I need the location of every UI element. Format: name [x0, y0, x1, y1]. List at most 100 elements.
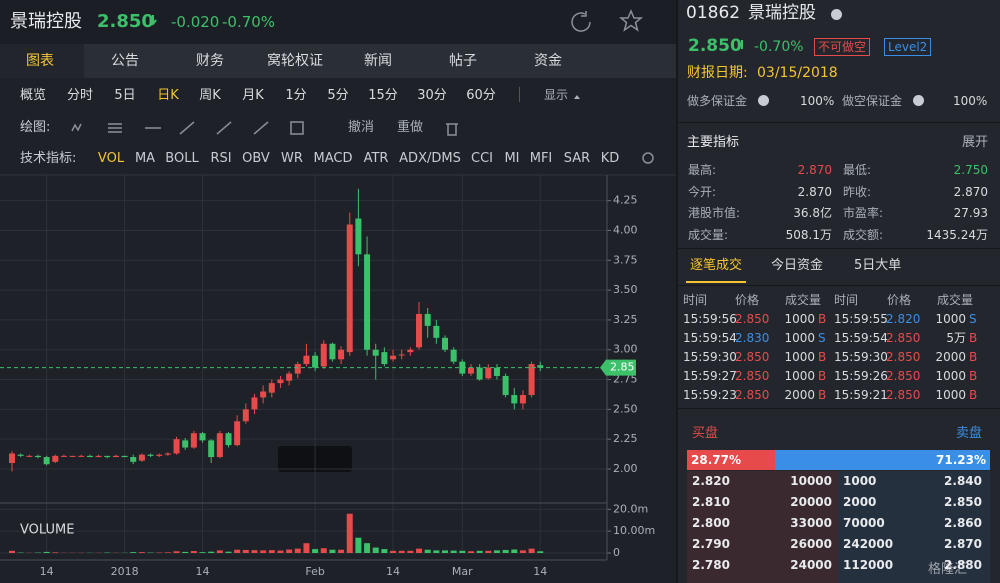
tab-underline	[686, 281, 746, 283]
metric-label: 最低:	[843, 163, 872, 177]
tab[interactable]: 图表	[26, 53, 54, 69]
period[interactable]: 月K	[242, 88, 264, 103]
candle-body	[355, 218, 362, 255]
trade-volume: 1000	[935, 369, 966, 383]
volume-bar	[190, 551, 197, 553]
change-pct: -0.70%	[754, 39, 804, 55]
volume-bar	[294, 548, 301, 553]
period[interactable]: 1分	[285, 88, 307, 103]
x-tick-label: 14	[386, 565, 400, 578]
indicator[interactable]: MI	[504, 151, 520, 166]
redo[interactable]: 重做	[397, 120, 424, 135]
trade-tab[interactable]: 5日大单	[854, 258, 902, 273]
indicator[interactable]: ATR	[363, 151, 389, 166]
period[interactable]: 30分	[417, 88, 447, 103]
y-label: 3.75	[613, 253, 638, 266]
indicator[interactable]: OBV	[242, 151, 270, 166]
star-icon[interactable]	[618, 9, 644, 32]
trade-tab[interactable]: 逐笔成交	[690, 258, 743, 273]
draw-label: 绘图:	[20, 120, 51, 135]
volume-bar	[537, 551, 544, 553]
volume-bar	[268, 550, 275, 553]
volume-bar	[407, 550, 414, 553]
indicator[interactable]: VOL	[97, 151, 125, 166]
period[interactable]: 分时	[66, 88, 94, 103]
trade-time: 15:59:56	[683, 312, 737, 326]
period[interactable]: 60分	[466, 88, 496, 103]
undo[interactable]: 撤消	[348, 120, 375, 135]
candle-body	[528, 364, 535, 396]
period[interactable]: 5分	[327, 88, 349, 103]
separator	[678, 122, 1000, 123]
indicator[interactable]: MFI	[529, 151, 553, 166]
tab[interactable]: 财务	[196, 53, 224, 69]
bid-price: 2.800	[692, 516, 730, 530]
indicator[interactable]: BOLL	[165, 151, 199, 166]
separator	[678, 285, 1000, 286]
metric-label: 成交额:	[843, 227, 884, 242]
candle-body	[286, 373, 293, 381]
trade-side: B	[969, 369, 978, 383]
last-price-label: 2.85	[610, 361, 635, 374]
trade-price: 2.850	[735, 369, 770, 383]
indicator[interactable]: MA	[134, 151, 156, 166]
candle-body	[407, 349, 414, 353]
volume-bar	[519, 550, 526, 553]
period[interactable]: 5日	[114, 88, 136, 103]
tab[interactable]: 资金	[534, 53, 562, 69]
candle-body	[9, 453, 15, 464]
ask-label: 卖盘	[955, 426, 982, 441]
period[interactable]: 日K	[157, 88, 179, 103]
candle-body	[364, 254, 371, 350]
trade-tab[interactable]: 今日资金	[771, 258, 824, 273]
indicator[interactable]: SAR	[563, 151, 591, 166]
metric-value: 2.870	[797, 184, 832, 199]
draw-icons[interactable]	[71, 121, 458, 136]
indicator[interactable]: KD	[600, 151, 620, 166]
period[interactable]: 周K	[199, 88, 221, 103]
trade-header: 时间	[834, 293, 859, 307]
period[interactable]: 概览	[19, 88, 47, 103]
tab[interactable]: 帖子	[449, 53, 477, 69]
caret	[574, 95, 580, 99]
expand[interactable]: 展开	[962, 135, 989, 150]
indicator[interactable]: WR	[281, 151, 303, 166]
period[interactable]: 15分	[368, 88, 398, 103]
tab[interactable]: 公告	[111, 53, 139, 69]
candle-body	[182, 440, 189, 448]
trade-header: 价格	[887, 293, 912, 307]
trade-time: 15:59:54	[834, 331, 888, 345]
volume-label: VOLUME	[20, 523, 74, 538]
help-icon	[831, 9, 842, 20]
display-toggle[interactable]: 显示	[544, 88, 569, 102]
candle-body	[320, 343, 327, 367]
y-label: 2.50	[613, 402, 638, 415]
tab[interactable]: 新闻	[364, 53, 392, 69]
candle-body	[95, 455, 102, 458]
candle-body	[424, 313, 431, 326]
metric-label: 成交量:	[688, 227, 729, 242]
candle-body	[69, 455, 76, 457]
candle-body	[199, 433, 206, 441]
candle-body	[329, 343, 336, 360]
indicator[interactable]: MACD	[313, 151, 353, 166]
trade-volume: 1000	[784, 369, 815, 383]
volume-bar	[173, 551, 180, 553]
candle-body	[433, 325, 440, 338]
candle-body	[268, 383, 275, 393]
trade-volume: 1000	[784, 312, 815, 326]
indicator[interactable]: RSI	[210, 151, 232, 166]
trade-side: B	[818, 312, 827, 326]
volume-y-label: 0	[613, 546, 620, 559]
volume-bar	[303, 543, 310, 553]
tab[interactable]: 窝轮权证	[267, 53, 323, 69]
indicator[interactable]: CCI	[471, 151, 493, 166]
volume-bar	[450, 550, 457, 553]
indicator[interactable]: ADX/DMS	[399, 151, 461, 166]
bid-volume: 26000	[790, 537, 832, 551]
tag: 不可做空	[814, 38, 871, 56]
trade-time: 15:59:27	[683, 369, 737, 383]
settings-icon[interactable]	[642, 152, 654, 164]
candle-body	[190, 433, 197, 448]
metric-label: 昨收:	[843, 184, 872, 199]
